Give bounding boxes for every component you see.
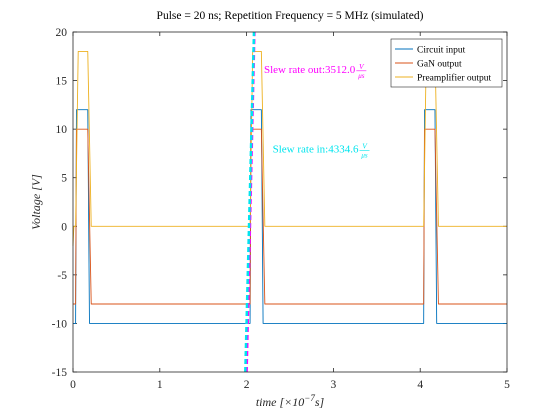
x-tick-label: 3 <box>331 379 337 391</box>
y-tick-label: 10 <box>56 124 68 136</box>
x-axis-label-suffix: s] <box>315 395 325 409</box>
x-tick-label: 1 <box>157 379 163 391</box>
x-tick-label: 0 <box>70 379 76 391</box>
legend-label-3: Preamplifier output <box>417 73 491 84</box>
x-tick-label: 5 <box>504 379 510 391</box>
x-tick-label: 2 <box>244 379 250 391</box>
series-line-1 <box>73 109 507 324</box>
axis-ticks: 0 1 2 3 4 5 -15 -10 -5 0 5 10 15 20 <box>52 27 510 391</box>
x-axis-label-exponent: −7 <box>304 393 315 403</box>
y-tick-label: -15 <box>52 367 68 379</box>
y-tick-label: 5 <box>61 173 67 185</box>
x-axis-label-prefix: time [×10 <box>256 395 304 409</box>
plot-area <box>73 32 507 372</box>
plot-frame <box>72 31 508 373</box>
y-tick-label: -5 <box>57 270 67 282</box>
annotation-fraction-numerator: V <box>362 141 368 150</box>
x-axis-label: time [×10−7s] <box>256 393 325 409</box>
annotation-label-slew-out: Slew rate out:3512.0 <box>264 64 356 76</box>
annotation-fraction-numerator: V <box>359 62 365 71</box>
chart-title: Pulse = 20 ns; Repetition Frequency = 5 … <box>157 10 424 22</box>
y-tick-label: -10 <box>52 318 68 330</box>
y-tick-label: 20 <box>56 27 68 39</box>
series-line-2 <box>73 128 507 305</box>
legend-label-2: GaN output <box>417 60 462 70</box>
y-axis-label: Voltage [V] <box>29 174 43 230</box>
annotation-label-slew-in: Slew rate in:4334.6 <box>273 143 359 155</box>
y-tick-label: 0 <box>61 221 67 233</box>
annotation-line-slew-in <box>244 31 256 373</box>
annotation-fraction-denominator: μs <box>361 151 368 159</box>
legend: Circuit input GaN output Preamplifier outp… <box>390 38 503 88</box>
annotation-fraction-denominator: μs <box>358 72 365 80</box>
y-tick-label: 15 <box>56 76 68 88</box>
x-tick-label: 4 <box>417 379 423 391</box>
legend-label-1: Circuit input <box>417 46 466 56</box>
